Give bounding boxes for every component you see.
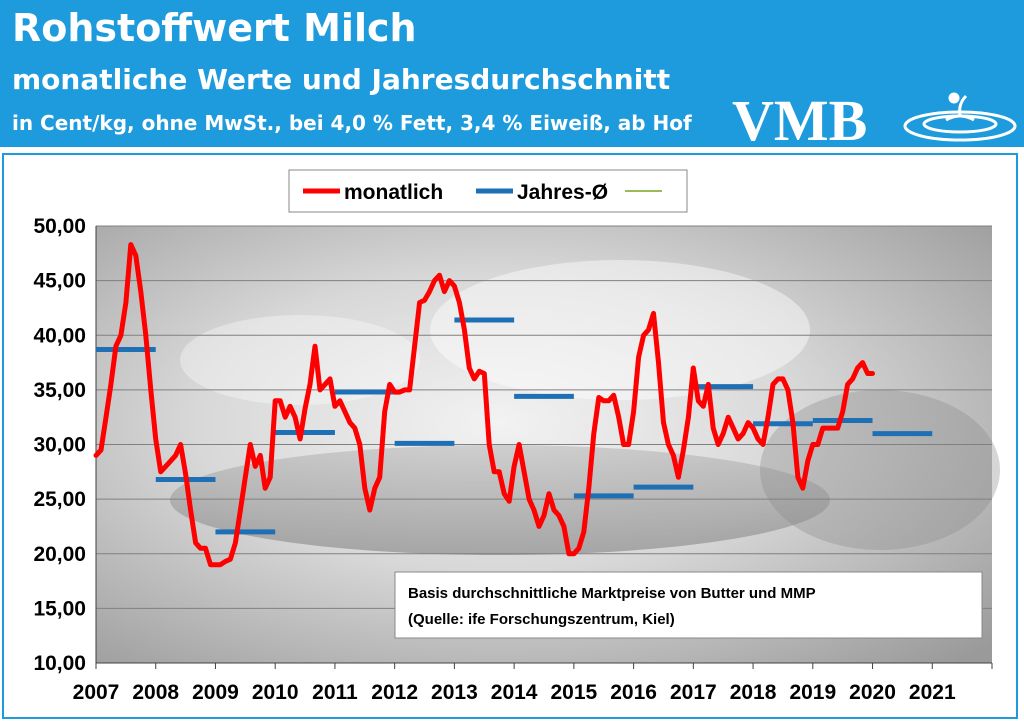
y-tick-label: 50,00	[33, 215, 86, 238]
unit-line: in Cent/kg, ohne MwSt., bei 4,0 % Fett, …	[12, 111, 692, 135]
y-tick-label: 10,00	[33, 652, 86, 675]
vmb-logo: VMB	[732, 88, 1017, 146]
y-tick-label: 25,00	[33, 488, 86, 511]
legend: monatlich Jahres-Ø	[288, 169, 688, 213]
x-tick-label: 2013	[431, 681, 478, 704]
x-tick-label: 2008	[132, 681, 179, 704]
x-tick-label: 2011	[312, 681, 358, 704]
water-drop-icon	[903, 92, 1017, 142]
x-axis-tick-labels: 2007 2008 2009 2010 2011 2012 2013 2014 2015 2016…	[73, 681, 956, 704]
x-tick-label: 2010	[252, 681, 299, 704]
annotation-box: Basis durchschnittliche Marktpreise von …	[394, 571, 983, 639]
y-tick-label: 20,00	[33, 543, 86, 566]
y-tick-label: 30,00	[33, 434, 86, 457]
x-tick-label: 2016	[610, 681, 657, 704]
x-tick-label: 2021	[909, 681, 956, 704]
y-axis-tick-labels: 10,00 15,00 20,00 25,00 30,00 35,00 40,00 45,00…	[33, 215, 86, 675]
y-tick-label: 15,00	[33, 597, 86, 620]
x-tick-label: 2007	[73, 681, 120, 704]
x-tick-label: 2014	[491, 681, 538, 704]
logo-text: VMB	[732, 88, 867, 146]
x-tick-label: 2017	[670, 681, 717, 704]
header-banner: Rohstoffwert Milch monatliche Werte und …	[0, 0, 1024, 147]
annotation-line-2: (Quelle: ife Forschungszentrum, Kiel)	[408, 611, 675, 628]
page-title: Rohstoffwert Milch	[12, 6, 417, 50]
y-tick-label: 45,00	[33, 270, 86, 293]
x-tick-label: 2012	[371, 681, 418, 704]
x-tick-label: 2018	[730, 681, 777, 704]
annotation-line-1: Basis durchschnittliche Marktpreise von …	[408, 585, 816, 602]
monthly-line	[93, 242, 875, 568]
grid-lines	[95, 225, 993, 669]
x-tick-label: 2020	[849, 681, 896, 704]
legend-label-annual: Jahres-Ø	[517, 181, 608, 204]
y-tick-label: 35,00	[33, 379, 86, 402]
y-tick-label: 40,00	[33, 324, 86, 347]
legend-label-monthly: monatlich	[344, 181, 443, 204]
x-tick-label: 2019	[789, 681, 836, 704]
annual-average-series	[96, 317, 933, 535]
page-subtitle: monatliche Werte und Jahresdurchschnitt	[12, 63, 671, 96]
monthly-series	[93, 242, 875, 568]
x-tick-label: 2015	[551, 681, 598, 704]
x-tick-label: 2009	[192, 681, 239, 704]
